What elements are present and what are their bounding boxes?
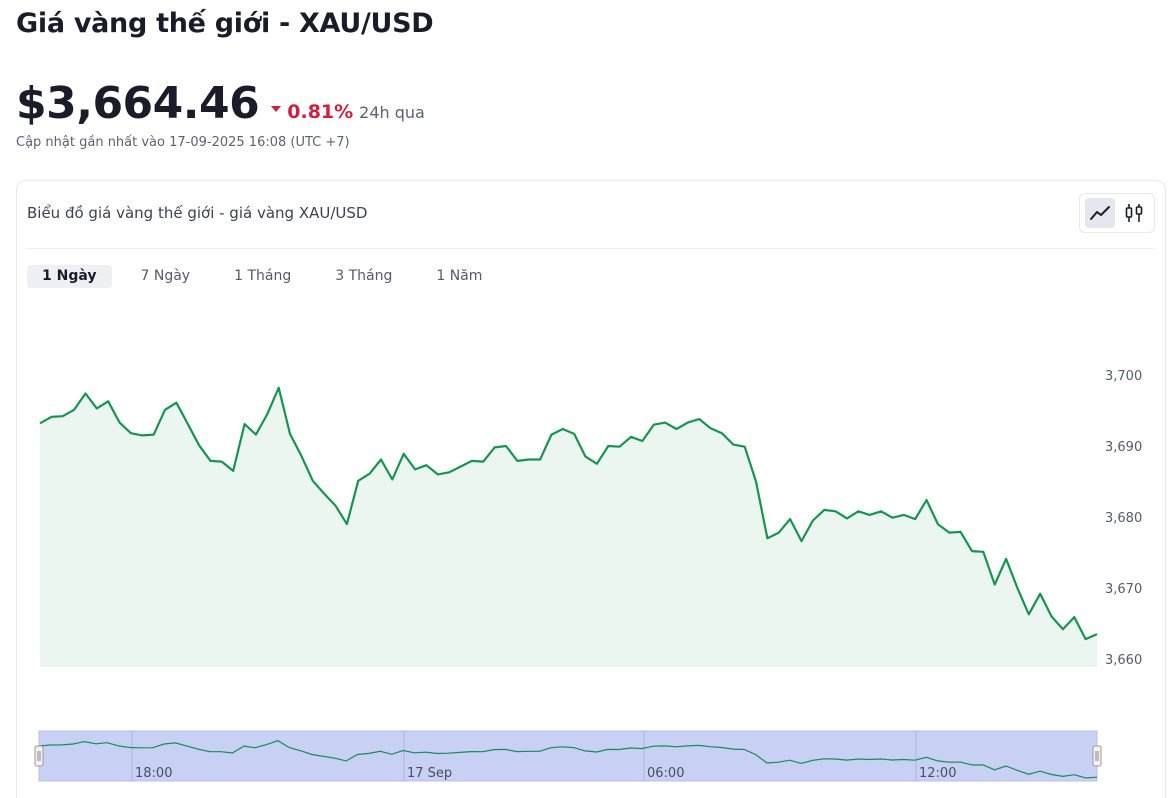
caret-down-icon [271,106,282,112]
y-tick-label: 3,680 [1105,511,1142,526]
navigator-left-handle[interactable] [34,745,44,767]
chart-type-switch [1079,193,1155,233]
y-tick-label: 3,690 [1105,440,1142,455]
price-area [40,387,1097,667]
change-period: 24h qua [359,103,425,122]
tab-1-year[interactable]: 1 Năm [436,268,483,284]
navigator-time-label: 17 Sep [407,766,452,781]
navigator-time-label: 18:00 [135,766,172,781]
navigator-right-handle[interactable] [1092,745,1102,767]
card-divider [27,248,1155,249]
line-chart-button[interactable] [1085,198,1115,228]
price-line [39,386,1098,641]
y-tick-label: 3,700 [1105,369,1142,384]
range-tabs: 1 Ngày 7 Ngày 1 Tháng 3 Tháng 1 Năm [27,265,511,288]
page-title: Giá vàng thế giới - XAU/USD [16,8,434,39]
line-chart-icon [1090,206,1110,220]
y-tick-label: 3,660 [1105,653,1142,668]
navigator-time-label: 12:00 [919,766,956,781]
tab-3-months[interactable]: 3 Tháng [335,268,393,284]
y-tick-label: 3,670 [1105,582,1142,597]
tab-1-day[interactable]: 1 Ngày [27,265,112,288]
price-change-percent: 0.81% [287,101,354,123]
candlestick-chart-button[interactable] [1119,198,1149,228]
chart-card-title: Biểu đồ giá vàng thế giới - giá vàng XAU… [27,204,368,222]
price-summary: $3,664.46 0.81% 24h qua [16,78,425,129]
navigator-time-label: 06:00 [647,766,684,781]
tab-7-days[interactable]: 7 Ngày [140,268,191,284]
last-updated: Cập nhật gần nhất vào 17-09-2025 16:08 (… [16,135,350,150]
tab-1-month[interactable]: 1 Tháng [234,268,292,284]
navigator-line [38,740,1098,779]
candlestick-icon [1125,204,1143,222]
current-price: $3,664.46 [16,78,260,129]
